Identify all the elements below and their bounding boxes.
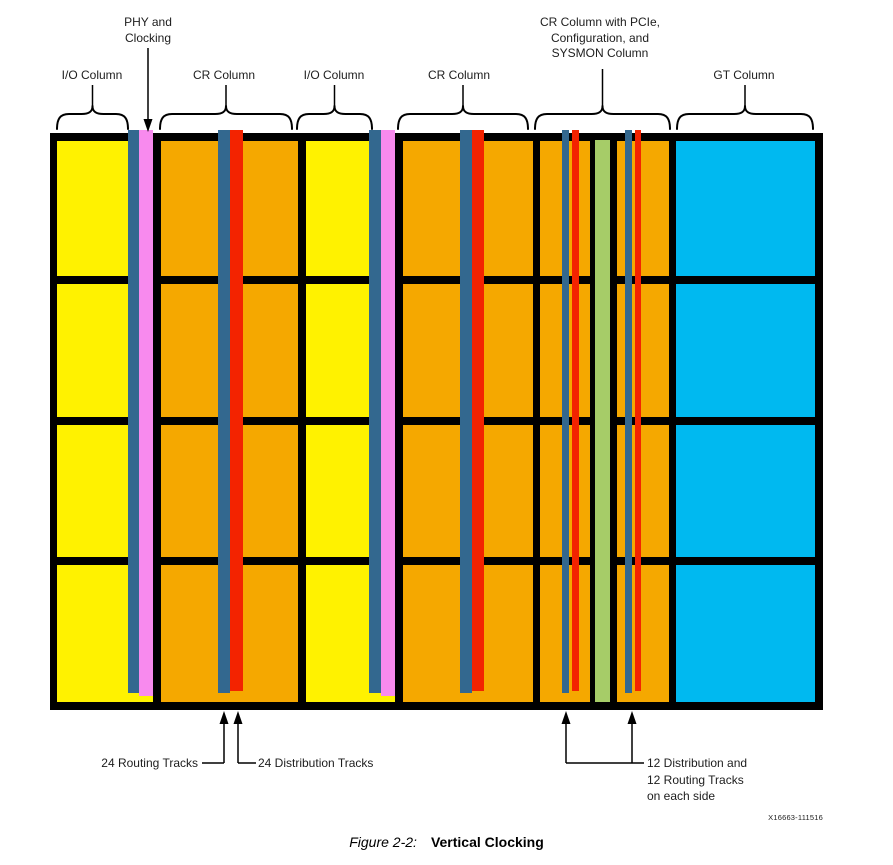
figure-frame xyxy=(50,130,823,710)
phy-clocking-column-1 xyxy=(139,130,153,696)
gt-column-cell-row-4 xyxy=(676,565,815,702)
gt-column-label: GT Column xyxy=(713,68,775,82)
routing-tracks-cr1 xyxy=(218,130,230,693)
io-column-2-label: I/O Column xyxy=(303,68,365,82)
each-side-tracks-label: 12 Distribution and 12 Routing Tracks on… xyxy=(647,756,748,803)
figure-number: Figure 2-2: xyxy=(349,834,417,850)
cr-column-2-label: CR Column xyxy=(427,68,491,82)
figure-caption: Figure 2-2: Vertical Clocking xyxy=(0,834,893,850)
brace-cr-column-1 xyxy=(159,105,293,130)
gt-column-cell-row-2 xyxy=(676,284,815,417)
distribution-tracks-pcie-left xyxy=(572,130,579,691)
distribution-tracks-label: 24 Distribution Tracks xyxy=(258,756,374,770)
distribution-tracks-pcie-right xyxy=(635,130,641,691)
figure-title: Vertical Clocking xyxy=(430,834,544,850)
pcie-column-label: CR Column with PCIe, Configuration, and … xyxy=(539,15,661,60)
phy-clocking-label: PHY and Clocking xyxy=(124,15,172,45)
gt-column-cell-row-1 xyxy=(676,141,815,276)
routing-tracks-cr2 xyxy=(460,130,472,693)
brace-gt-column xyxy=(676,105,814,130)
brace-cr-column-2 xyxy=(397,105,529,130)
brace-io-column-2 xyxy=(296,105,373,130)
brace-io-column-1 xyxy=(56,105,129,130)
routing-arrowhead xyxy=(219,711,229,724)
phy-clocking-column-2 xyxy=(381,130,395,696)
distribution-tracks-cr1 xyxy=(230,130,243,691)
io-column-1-label: I/O Column xyxy=(61,68,123,82)
routing-tracks-io2 xyxy=(369,130,381,693)
brace-pcie-column xyxy=(534,105,671,130)
routing-tracks-io1 xyxy=(128,130,139,693)
eachside-arrowhead-left xyxy=(561,711,571,724)
distribution-arrowhead xyxy=(233,711,243,724)
part-number: X16663-111516 xyxy=(768,813,823,822)
distribution-tracks-cr2 xyxy=(472,130,484,691)
sysmon-column xyxy=(595,140,610,702)
routing-tracks-pcie-left xyxy=(562,130,569,693)
routing-tracks-label: 24 Routing Tracks xyxy=(101,756,198,770)
cr-column-1-label: CR Column xyxy=(192,68,256,82)
eachside-arrowhead-right xyxy=(627,711,637,724)
routing-tracks-pcie-right xyxy=(625,130,632,693)
gt-column-cell-row-3 xyxy=(676,425,815,557)
